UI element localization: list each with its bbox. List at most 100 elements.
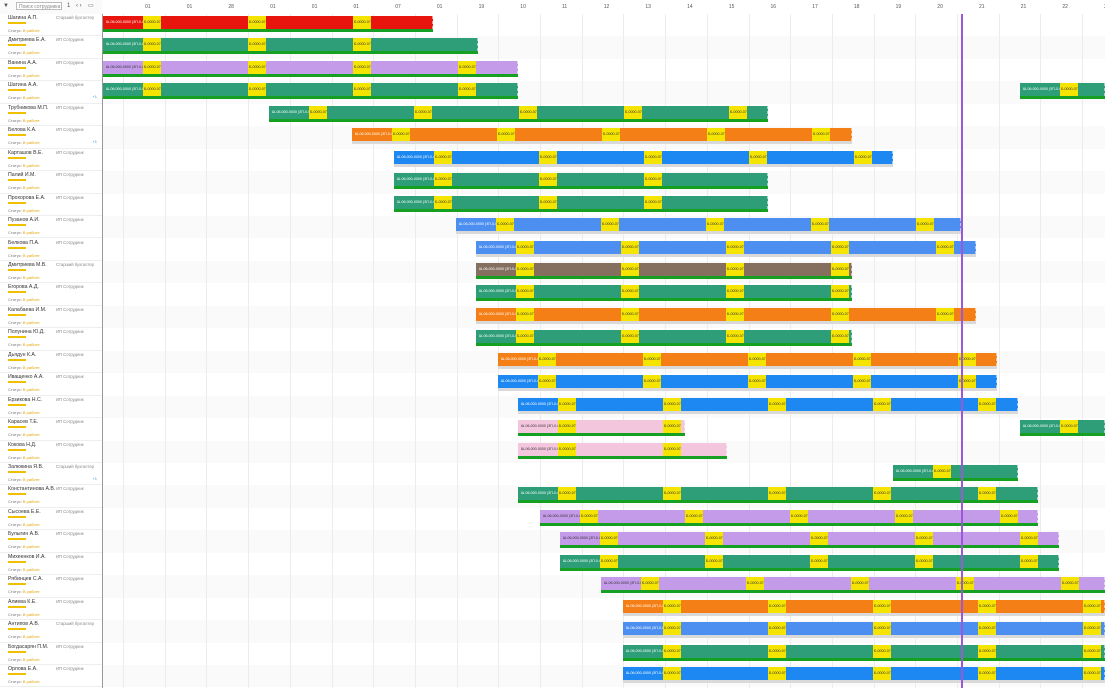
milestone-marker[interactable]: Б-0000-07 [414, 105, 432, 119]
milestone-marker[interactable]: Б-0000-07 [956, 577, 974, 591]
milestone-marker[interactable]: Б-0000-07 [248, 60, 266, 74]
milestone-marker[interactable]: Б-0000-07 [663, 667, 681, 681]
milestone-marker[interactable]: Б-0000-07 [600, 554, 618, 568]
milestone-marker[interactable]: Б-0000-07 [749, 150, 767, 164]
extra-badge[interactable]: +1 [92, 139, 97, 145]
milestone-marker[interactable]: Б-0000-07 [726, 240, 744, 254]
milestone-marker[interactable]: Б-0000-07 [539, 195, 557, 209]
employee-row[interactable]: Шагина А.П. Старший бухгалтер Статус: В ра… [0, 14, 102, 37]
milestone-marker[interactable]: Б-0000-07 [458, 60, 476, 74]
task-bar[interactable]: Ш-06-000-0000 (ЗП-0-0000) [269, 105, 768, 119]
milestone-marker[interactable]: Б-0000-07 [873, 667, 891, 681]
milestone-marker[interactable]: Б-0000-07 [936, 240, 954, 254]
milestone-marker[interactable]: Б-0000-07 [621, 240, 639, 254]
milestone-marker[interactable]: Б-0000-07 [873, 397, 891, 411]
employee-row[interactable]: Карасев Т.Е. ИП Сотрудник Статус: В работе [0, 418, 102, 441]
task-bar[interactable]: Ш-06-000-0000 (ЗП-0-0000) [103, 38, 478, 52]
milestone-marker[interactable]: Б-0000-07 [434, 195, 452, 209]
milestone-marker[interactable]: Б-0000-07 [726, 330, 744, 344]
milestone-marker[interactable]: Б-0000-07 [497, 128, 515, 142]
milestone-marker[interactable]: Б-0000-07 [558, 397, 576, 411]
milestone-marker[interactable]: Б-0000-07 [768, 644, 786, 658]
milestone-marker[interactable]: Б-0000-07 [915, 554, 933, 568]
task-bar[interactable]: Ш-06-000-0000 (ЗП-0-0000) [623, 599, 1105, 613]
milestone-marker[interactable]: Б-0000-07 [621, 330, 639, 344]
task-bar[interactable]: Ш-06-000-0000 (ЗП-0-0000) [103, 16, 433, 29]
milestone-marker[interactable]: Б-0000-07 [1061, 577, 1079, 591]
milestone-marker[interactable]: Б-0000-07 [621, 262, 639, 276]
employee-row[interactable]: Кокова Н.Д. ИП Сотрудник Статус: В работе [0, 441, 102, 463]
milestone-marker[interactable]: Б-0000-07 [539, 150, 557, 164]
employee-row[interactable]: Егорова А.Д. ИП Сотрудник Статус: В работе [0, 283, 102, 306]
milestone-marker[interactable]: Б-0000-07 [641, 577, 659, 591]
milestone-marker[interactable]: Б-0000-07 [726, 262, 744, 276]
milestone-marker[interactable]: Б-0000-07 [663, 599, 681, 613]
milestone-marker[interactable]: Б-0000-07 [705, 554, 723, 568]
milestone-marker[interactable]: Б-0000-07 [1083, 667, 1101, 681]
milestone-marker[interactable]: Б-0000-07 [748, 375, 766, 389]
milestone-marker[interactable]: Б-0000-07 [663, 442, 681, 456]
task-bar[interactable]: Ш-06-000-0000 (ЗП-0-0000) [623, 667, 1105, 681]
milestone-marker[interactable]: Б-0000-07 [353, 60, 371, 74]
milestone-marker[interactable]: Б-0000-07 [434, 150, 452, 164]
employee-row[interactable]: Пузанов А.И. ИП Сотрудник Статус: В работе [0, 216, 102, 239]
task-bar[interactable]: Ш-06-000-0000 (ЗП-0-0000) [394, 173, 768, 187]
milestone-marker[interactable]: Б-0000-07 [811, 218, 829, 232]
task-bar[interactable]: Ш-06-000-0000 (ЗП-0-0000) [394, 150, 893, 164]
milestone-marker[interactable]: Б-0000-07 [729, 105, 747, 119]
milestone-marker[interactable]: Б-0000-07 [768, 622, 786, 636]
milestone-marker[interactable]: Б-0000-07 [706, 218, 724, 232]
milestone-marker[interactable]: Б-0000-07 [873, 644, 891, 658]
milestone-marker[interactable]: Б-0000-07 [726, 285, 744, 299]
milestone-marker[interactable]: Б-0000-07 [663, 487, 681, 501]
task-bar[interactable]: Ш-06-000-0000 (ЗП-0-0000) [518, 420, 685, 434]
employee-row[interactable]: Шатина А.А. ИП Сотрудник Статус: В работе +… [0, 81, 102, 104]
employee-row[interactable]: Алиева К.Е. ИП Сотрудник Статус: В работе [0, 598, 102, 621]
search-input[interactable]: Поиск сотрудника [16, 2, 62, 10]
milestone-marker[interactable]: Б-0000-07 [978, 644, 996, 658]
milestone-marker[interactable]: Б-0000-07 [663, 397, 681, 411]
task-bar[interactable]: Ш-06-000-0000 (ЗП-0-0000) [560, 532, 1059, 546]
employee-row[interactable]: Орлова Е.А. ИП Сотрудник Статус: В работе [0, 665, 102, 688]
milestone-marker[interactable]: Б-0000-07 [309, 105, 327, 119]
extra-badge[interactable]: +1 [92, 94, 97, 100]
task-bar[interactable]: Ш-06-000-0000 (ЗП-0-0000) [540, 509, 1038, 523]
milestone-marker[interactable]: Б-0000-07 [1060, 83, 1078, 97]
milestone-marker[interactable]: Б-0000-07 [353, 83, 371, 97]
milestone-marker[interactable]: Б-0000-07 [1083, 622, 1101, 636]
milestone-marker[interactable]: Б-0000-07 [1083, 644, 1101, 658]
milestone-marker[interactable]: Б-0000-07 [853, 375, 871, 389]
milestone-marker[interactable]: Б-0000-07 [392, 128, 410, 142]
milestone-marker[interactable]: Б-0000-07 [831, 307, 849, 321]
milestone-marker[interactable]: Б-0000-07 [143, 60, 161, 74]
milestone-marker[interactable]: Б-0000-07 [831, 262, 849, 276]
milestone-marker[interactable]: Б-0000-07 [978, 397, 996, 411]
milestone-marker[interactable]: Б-0000-07 [895, 509, 913, 523]
milestone-marker[interactable]: Б-0000-07 [810, 532, 828, 546]
employee-row[interactable]: Залюкина Я.В. Старший бухгалтер Статус: В … [0, 463, 102, 486]
nav-arrows[interactable]: ‹ › [76, 3, 82, 9]
milestone-marker[interactable]: Б-0000-07 [516, 307, 534, 321]
milestone-marker[interactable]: Б-0000-07 [978, 667, 996, 681]
task-bar[interactable]: Ш-06-000-0000 (ЗП-0-0000) [476, 262, 852, 276]
extra-badge[interactable]: +1 [92, 476, 97, 481]
employee-row[interactable]: Белкова П.А. ИП Сотрудник Статус: В работе [0, 239, 102, 261]
milestone-marker[interactable]: Б-0000-07 [1020, 532, 1038, 546]
milestone-marker[interactable]: Б-0000-07 [353, 16, 371, 29]
milestone-marker[interactable]: Б-0000-07 [538, 375, 556, 389]
milestone-marker[interactable]: Б-0000-07 [644, 150, 662, 164]
milestone-marker[interactable]: Б-0000-07 [978, 487, 996, 501]
milestone-marker[interactable]: Б-0000-07 [516, 262, 534, 276]
task-bar[interactable]: Ш-06-000-0000 (ЗП-0-0000) [518, 442, 727, 456]
milestone-marker[interactable]: Б-0000-07 [1020, 554, 1038, 568]
milestone-marker[interactable]: Б-0000-07 [580, 509, 598, 523]
employee-row[interactable]: Сысоева Е.Е. ИП Сотрудник Статус: В работе [0, 508, 102, 531]
milestone-marker[interactable]: Б-0000-07 [851, 577, 869, 591]
milestone-marker[interactable]: Б-0000-07 [516, 240, 534, 254]
milestone-marker[interactable]: Б-0000-07 [143, 16, 161, 29]
milestone-marker[interactable]: Б-0000-07 [434, 173, 452, 187]
employee-row[interactable]: Белова К.А. ИП Сотрудник Статус: В работе +… [0, 126, 102, 149]
employee-row[interactable]: Калабаева И.М. ИП Сотрудник Статус: В рабо… [0, 306, 102, 329]
task-bar[interactable]: Ш-06-000-0000 (ЗП-0-0000) [498, 375, 997, 389]
milestone-marker[interactable]: Б-0000-07 [558, 420, 576, 434]
